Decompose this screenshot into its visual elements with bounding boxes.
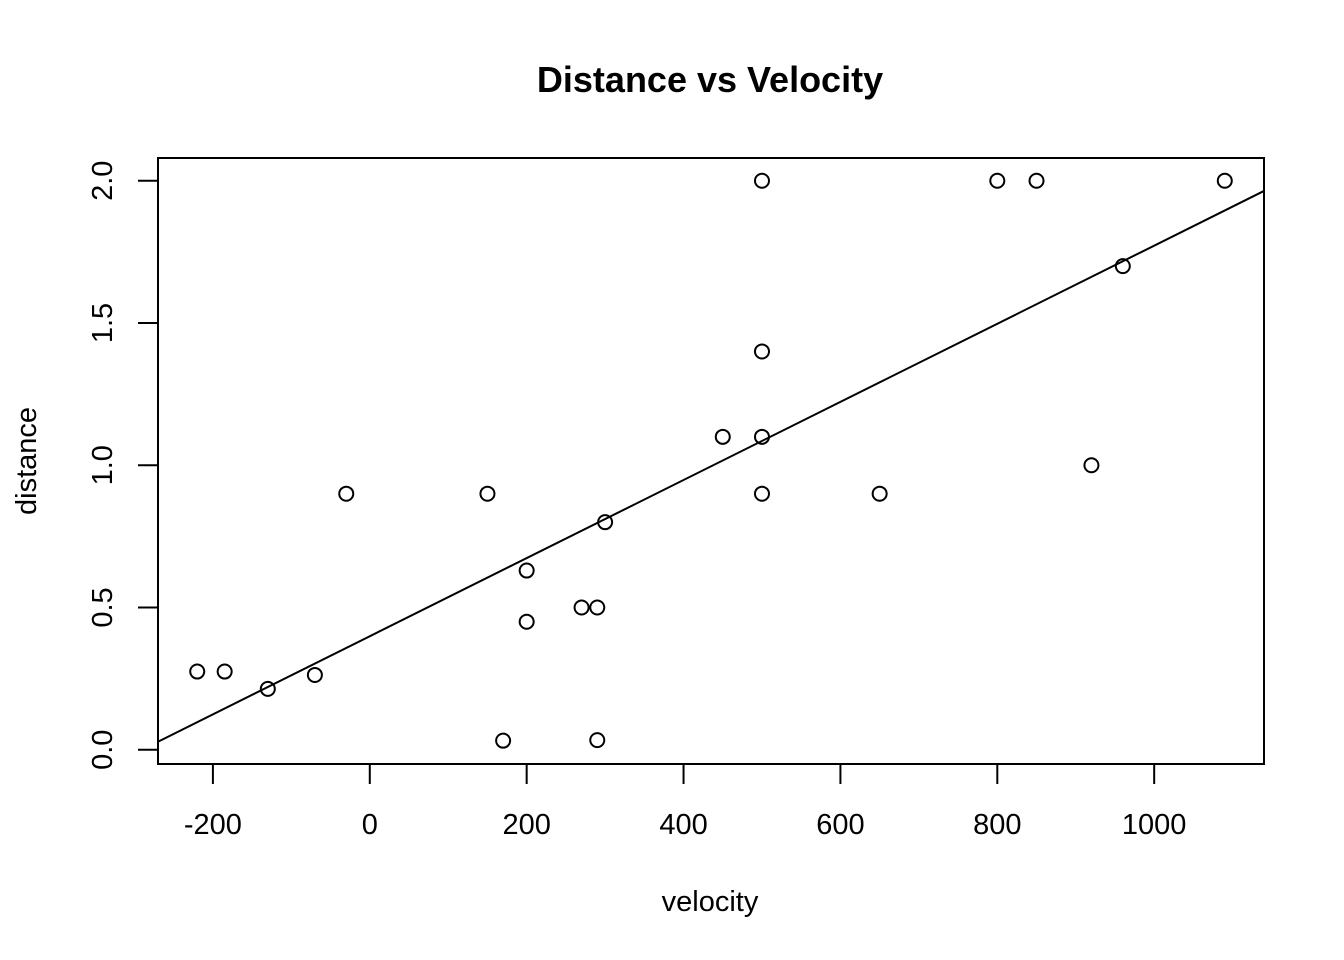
y-tick-label: 0.0 [87, 730, 119, 770]
data-point [495, 732, 512, 749]
data-point [573, 599, 590, 616]
data-point [714, 428, 731, 445]
data-point [216, 663, 233, 680]
data-point [518, 613, 535, 630]
x-tick-label: 800 [973, 809, 1021, 841]
x-axis: -200 0 200 400 600 800 1000 [184, 763, 1187, 841]
data-point [1083, 457, 1100, 474]
x-tick-label: 600 [816, 809, 864, 841]
data-point [518, 562, 535, 579]
x-tick-label: 200 [502, 809, 550, 841]
data-point [1028, 172, 1045, 189]
y-axis-label: distance [11, 407, 43, 515]
data-point [189, 663, 206, 680]
fit-line-layer [157, 190, 1265, 743]
chart-title: Distance vs Velocity [537, 59, 883, 100]
data-point [753, 485, 770, 502]
y-axis: 0.0 0.5 1.0 1.5 2.0 [87, 161, 159, 770]
points-layer [189, 172, 1233, 749]
y-tick-label: 1.0 [87, 445, 119, 485]
fit-line [157, 190, 1265, 743]
x-tick-label: 1000 [1122, 809, 1187, 841]
data-point [479, 485, 496, 502]
data-point [753, 428, 770, 445]
data-point [753, 172, 770, 189]
y-tick-label: 0.5 [87, 587, 119, 627]
data-point [306, 666, 323, 683]
data-point [989, 172, 1006, 189]
data-point [1216, 172, 1233, 189]
data-point [753, 343, 770, 360]
x-axis-label: velocity [662, 886, 759, 918]
data-point [338, 485, 355, 502]
y-tick-label: 2.0 [87, 161, 119, 201]
data-point [1114, 258, 1131, 275]
x-tick-label: 400 [659, 809, 707, 841]
x-tick-label: -200 [184, 809, 242, 841]
data-point [259, 680, 276, 697]
x-tick-label: 0 [362, 809, 378, 841]
data-point [589, 599, 606, 616]
data-point [871, 485, 888, 502]
data-point [597, 514, 614, 531]
data-point [589, 732, 606, 749]
y-tick-label: 1.5 [87, 303, 119, 343]
